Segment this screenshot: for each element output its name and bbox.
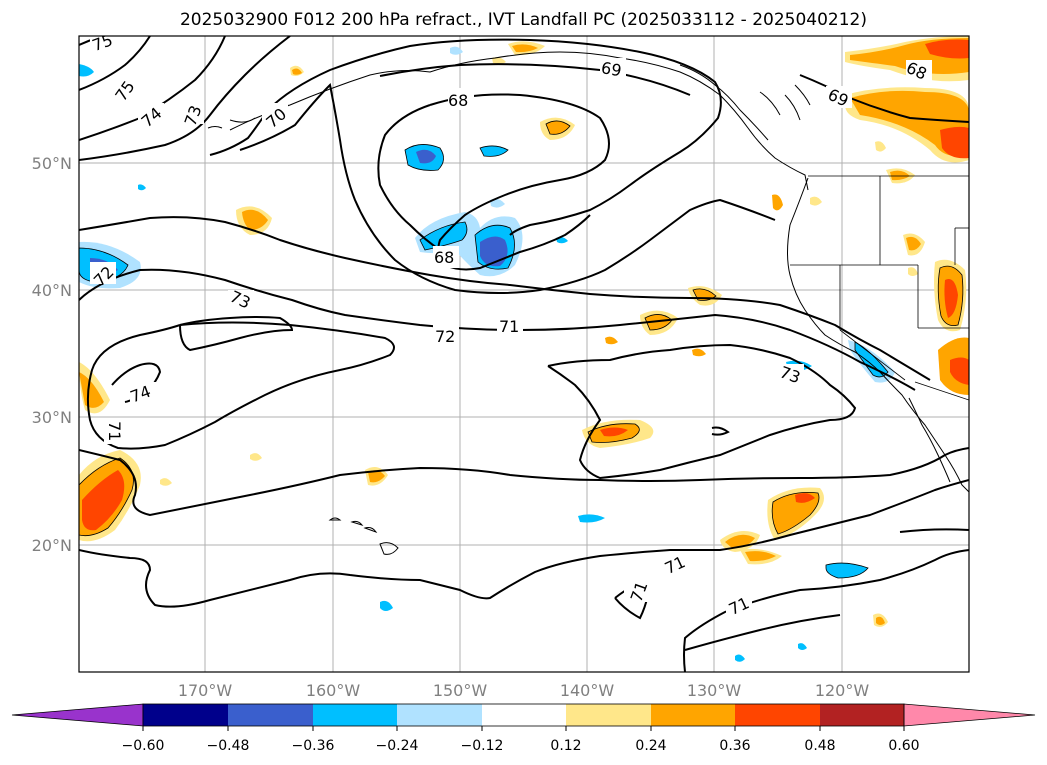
contour-label: 75: [90, 30, 116, 55]
colorbar-segment: [820, 704, 904, 726]
contour-72: [79, 268, 916, 391]
west-coast: [787, 177, 969, 493]
gridlines: [79, 36, 969, 672]
lat-label-40n: 40°N: [32, 281, 72, 300]
colorbar-tick-label: −0.48: [207, 738, 250, 754]
contour-73-east: [547, 343, 857, 480]
colorbar-segment: [397, 704, 482, 726]
positive-anomaly-shading: [79, 36, 969, 627]
longitude-labels: 170°W 160°W 150°W 140°W 130°W 120°W: [178, 681, 870, 700]
colorbar-segment: [143, 704, 228, 726]
colorbar-under-arrow: [11, 703, 144, 727]
lon-label-160w: 160°W: [306, 681, 361, 700]
refractivity-contours: [79, 36, 969, 672]
colorbar-segment: [228, 704, 313, 726]
colorbar-segment: [735, 704, 820, 726]
contour-74: [79, 36, 226, 141]
colorbar-tick-label: 0.60: [888, 738, 919, 754]
lon-label-150w: 150°W: [433, 681, 488, 700]
hawaii-islands: [328, 517, 399, 555]
colorbar-tick-label: 0.12: [550, 738, 581, 754]
contour-label: 68: [434, 248, 454, 267]
coastlines: [207, 51, 969, 493]
colorbar-tick-label: −0.24: [376, 738, 419, 754]
contour-label: 71: [499, 317, 519, 336]
contour-71: [79, 216, 931, 381]
alaska-coast: [229, 51, 809, 191]
lon-label-140w: 140°W: [560, 681, 615, 700]
colorbar-segment: [482, 704, 566, 726]
contour-73-north: [79, 36, 291, 161]
map-area: [79, 36, 969, 672]
lat-label-50n: 50°N: [32, 154, 72, 173]
lon-label-130w: 130°W: [687, 681, 742, 700]
colorbar-tick-label: −0.12: [461, 738, 504, 754]
contour-71-south: [79, 447, 969, 517]
contour-label: 72: [435, 327, 455, 346]
latitude-labels: 50°N 40°N 30°N 20°N: [32, 154, 72, 555]
colorbar-tick-label: −0.60: [122, 738, 165, 754]
lat-label-20n: 20°N: [32, 536, 72, 555]
contour-label: 68: [448, 91, 468, 110]
contour-70: [209, 38, 722, 236]
colorbar-segment: [566, 704, 651, 726]
state-borders: [790, 175, 969, 401]
colorbar-tick-label: 0.24: [635, 738, 666, 754]
contour-label: 71: [105, 421, 124, 441]
lat-label-30n: 30°N: [32, 408, 72, 427]
colorbar-over-arrow: [903, 703, 1036, 727]
colorbar-tick-label: 0.36: [719, 738, 750, 754]
colorbar-segment: [651, 704, 735, 726]
lon-label-170w: 170°W: [178, 681, 233, 700]
contour-labels: 75 75 74 73 70 68 69 69 68 68 72 73 71: [90, 30, 932, 619]
contour-69: [239, 82, 776, 294]
lon-label-120w: 120°W: [815, 681, 870, 700]
contour-73-central: [86, 321, 395, 450]
contour-68: [429, 93, 610, 271]
colorbar-tick-label: −0.36: [292, 738, 335, 754]
map-border: [78, 35, 970, 673]
colorbar-tick-label: 0.48: [804, 738, 835, 754]
map-title: 2025032900 F012 200 hPa refract., IVT La…: [179, 10, 867, 30]
colorbar-segment: [313, 704, 397, 726]
colorbar: −0.60 −0.48 −0.36 −0.24 −0.12 0.12 0.24 …: [11, 703, 1036, 754]
contour-label: 69: [600, 58, 623, 80]
